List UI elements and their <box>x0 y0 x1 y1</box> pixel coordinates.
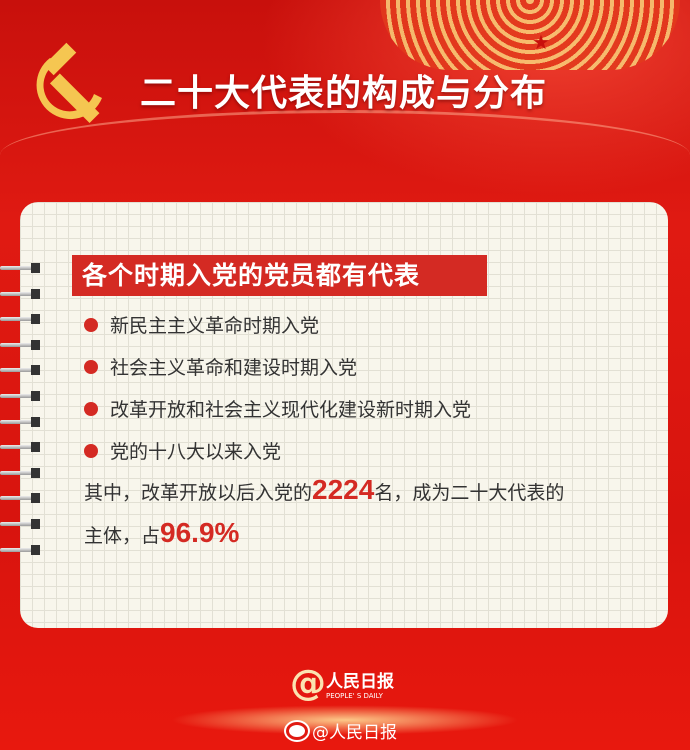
list-item: 党的十八大以来入党 <box>84 437 281 464</box>
hammer-sickle-icon <box>36 42 102 124</box>
spiral-ring <box>0 544 40 555</box>
list-item-text: 新民主主义革命时期入党 <box>110 315 320 337</box>
summary-text: 其中，改革开放以后入党的 <box>84 482 313 504</box>
glow-decoration <box>170 705 520 735</box>
logo-cn: 人民日报 <box>326 672 394 692</box>
page-title: 二十大代表的构成与分布 <box>140 73 548 114</box>
summary-text: 主体，占 <box>84 525 161 547</box>
spiral-ring <box>0 314 40 325</box>
bullet-icon <box>84 317 98 332</box>
logo-en: PEOPLE' S DAILY <box>326 692 383 700</box>
list-item: 新民主主义革命时期入党 <box>84 311 319 338</box>
spiral-ring <box>0 493 40 504</box>
star-icon: ★ <box>532 30 550 54</box>
spiral-ring <box>0 519 40 529</box>
percent-value: 96.9% <box>160 517 240 548</box>
weibo-text: @人民日报 <box>312 723 397 743</box>
member-count: 2224 <box>312 474 375 505</box>
spiral-ring <box>0 288 40 299</box>
list-item: 社会主义革命和建设时期入党 <box>84 353 357 380</box>
list-item-text: 社会主义革命和建设时期入党 <box>110 357 358 379</box>
list-item-text: 党的十八大以来入党 <box>110 441 282 463</box>
spiral-ring <box>0 391 40 401</box>
spiral-ring <box>0 467 40 478</box>
at-icon: @ <box>290 663 326 704</box>
summary-text: 名，成为二十大代表的 <box>374 482 565 504</box>
spiral-ring <box>0 263 40 273</box>
spiral-ring <box>0 442 40 453</box>
list-item-text: 改革开放和社会主义现代化建设新时期入党 <box>110 399 472 421</box>
weibo-handle: @人民日报 <box>284 718 397 743</box>
peoples-daily-logo: @ 人民日报 PEOPLE' S DAILY <box>290 663 394 704</box>
wave-decoration <box>0 110 690 200</box>
dome-decoration <box>380 0 680 70</box>
list-item: 改革开放和社会主义现代化建设新时期入党 <box>84 395 471 422</box>
summary-line-2: 主体，占96.9% <box>84 519 239 550</box>
spiral-ring <box>0 339 40 350</box>
section-heading: 各个时期入党的党员都有代表 <box>72 255 487 296</box>
bullet-icon <box>84 443 98 458</box>
summary-line-1: 其中，改革开放以后入党的2224名，成为二十大代表的 <box>84 476 564 507</box>
spiral-ring <box>0 416 40 427</box>
bullet-icon <box>84 401 98 416</box>
weibo-icon <box>284 719 310 742</box>
bullet-icon <box>84 359 98 374</box>
spiral-ring <box>0 365 40 376</box>
